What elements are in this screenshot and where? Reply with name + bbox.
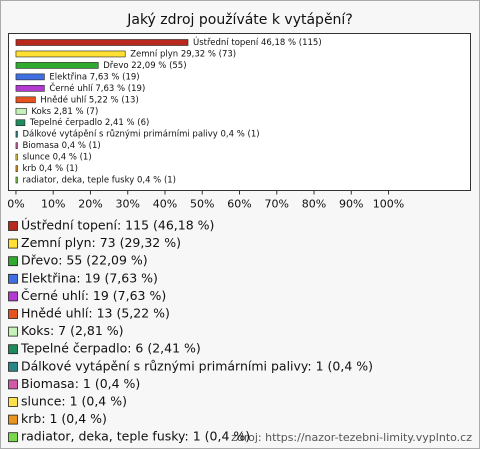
value-label: Dřevo 22,09 % (55) [103, 61, 186, 71]
legend-label: Zemní plyn: 73 (29,32 %) [21, 235, 181, 250]
legend-label: Černé uhlí: 19 (7,63 %) [21, 288, 166, 303]
legend-label: slunce: 1 (0,4 %) [21, 394, 127, 409]
bar [15, 85, 45, 92]
legend-swatch [8, 309, 18, 319]
x-tick-label: 60% [227, 198, 251, 211]
value-label: Hnědé uhlí 5,22 % (13) [40, 94, 138, 105]
legend-label: krb: 1 (0,4 %) [21, 411, 107, 426]
x-tick-label: 50% [190, 198, 214, 211]
legend-label: Biomasa: 1 (0,4 %) [21, 376, 140, 391]
x-tick-label: 70% [265, 198, 289, 211]
legend-swatch [8, 344, 18, 355]
value-label: radiator, deka, teple fusky 0,4 % (1) [22, 176, 176, 186]
legend-swatch [8, 238, 18, 249]
value-label: Biomasa 0,4 % (1) [22, 141, 100, 151]
x-tick-label: 90% [339, 198, 363, 211]
legend-swatch [8, 414, 18, 425]
plot-frame [8, 33, 471, 191]
bar [15, 107, 27, 115]
legend-swatch [8, 379, 18, 390]
x-tick-label: 0% [7, 198, 24, 211]
bar [15, 130, 18, 138]
legend-label: Dálkové vytápění s různými primárními pa… [21, 358, 373, 373]
x-tick-label: 20% [78, 198, 102, 211]
bar [15, 96, 36, 104]
bar [15, 39, 189, 46]
legend-swatch [8, 256, 18, 267]
legend-label: Tepelné čerpadlo: 6 (2,41 %) [20, 341, 201, 356]
value-label: Koks 2,81 % (7) [31, 107, 98, 117]
bar [15, 176, 18, 184]
value-label: krb 0,4 % (1) [22, 164, 78, 174]
legend-swatch [8, 397, 18, 407]
legend-swatch [8, 326, 18, 337]
legend-swatch [8, 221, 18, 231]
bar [15, 119, 26, 127]
legend-swatch [8, 291, 18, 302]
legend-swatch [8, 273, 18, 284]
legend-label: radiator, deka, teple fusky: 1 (0,4 %) [21, 429, 250, 444]
legend-swatch [8, 432, 18, 443]
legend-label: Hnědé uhlí: 13 (5,22 %) [21, 306, 170, 321]
bar [15, 62, 99, 69]
value-label: slunce 0,4 % (1) [22, 153, 91, 163]
value-label: Černé uhlí 7,63 % (19) [49, 82, 145, 94]
bar [15, 50, 126, 58]
x-tick-label: 40% [153, 198, 177, 211]
x-tick-label: 10% [41, 198, 65, 211]
source: zdroj: https://nazor-tezebni-limity.vypl… [231, 431, 472, 444]
x-tick-label: 80% [302, 198, 326, 211]
bar [15, 153, 18, 161]
value-label: Ústřední topení 46,18 % (115) [193, 36, 322, 48]
bar [15, 142, 18, 149]
bar [15, 165, 18, 172]
legend-label: Dřevo: 55 (22,09 %) [21, 253, 148, 268]
chart-title: Jaký zdroj používáte k vytápění? [126, 12, 353, 28]
x-tick-label: 30% [115, 198, 139, 211]
value-label: Elektřina 7,63 % (19) [49, 72, 139, 82]
value-label: Tepelné čerpadlo 2,41 % (6) [29, 117, 149, 128]
legend-swatch [8, 361, 18, 372]
legend-label: Koks: 7 (2,81 %) [21, 323, 124, 338]
legend-label: Ústřední topení: 115 (46,18 %) [21, 218, 214, 233]
legend-label: Elektřina: 19 (7,63 %) [21, 270, 158, 285]
x-tick-label: 100% [373, 198, 404, 211]
value-label: Dálkové vytápění s různými primárními pa… [22, 129, 259, 140]
value-label: Zemní plyn 29,32 % (73) [130, 49, 236, 59]
bar [15, 73, 45, 81]
